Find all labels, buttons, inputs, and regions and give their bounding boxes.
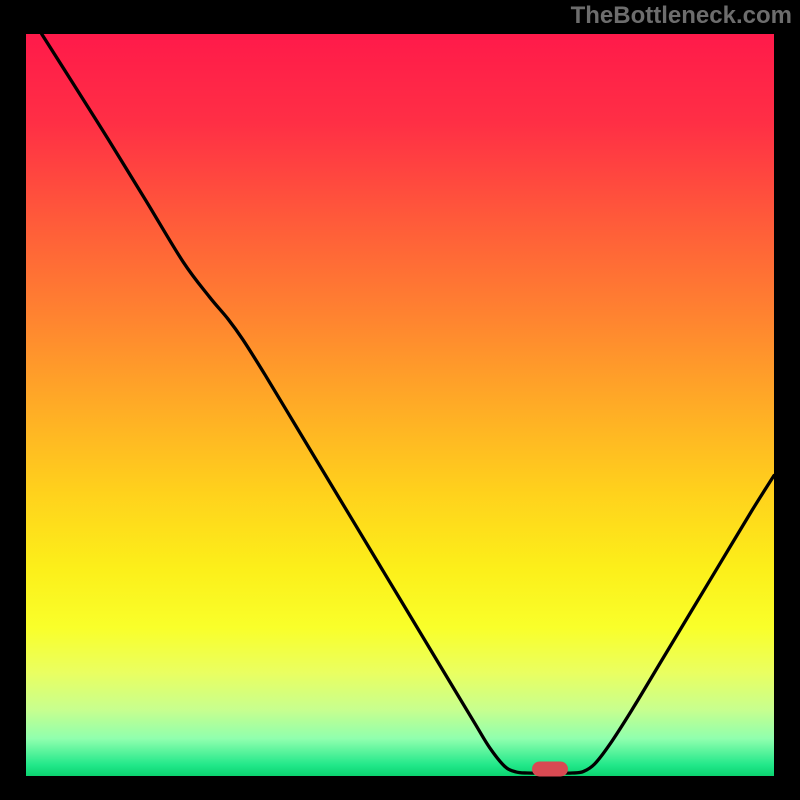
- bottleneck-curve: [42, 34, 774, 773]
- bottleneck-chart: TheBottleneck.com: [0, 0, 800, 800]
- optimal-marker: [532, 762, 568, 777]
- watermark-text: TheBottleneck.com: [571, 2, 792, 30]
- curve-layer: [0, 0, 800, 800]
